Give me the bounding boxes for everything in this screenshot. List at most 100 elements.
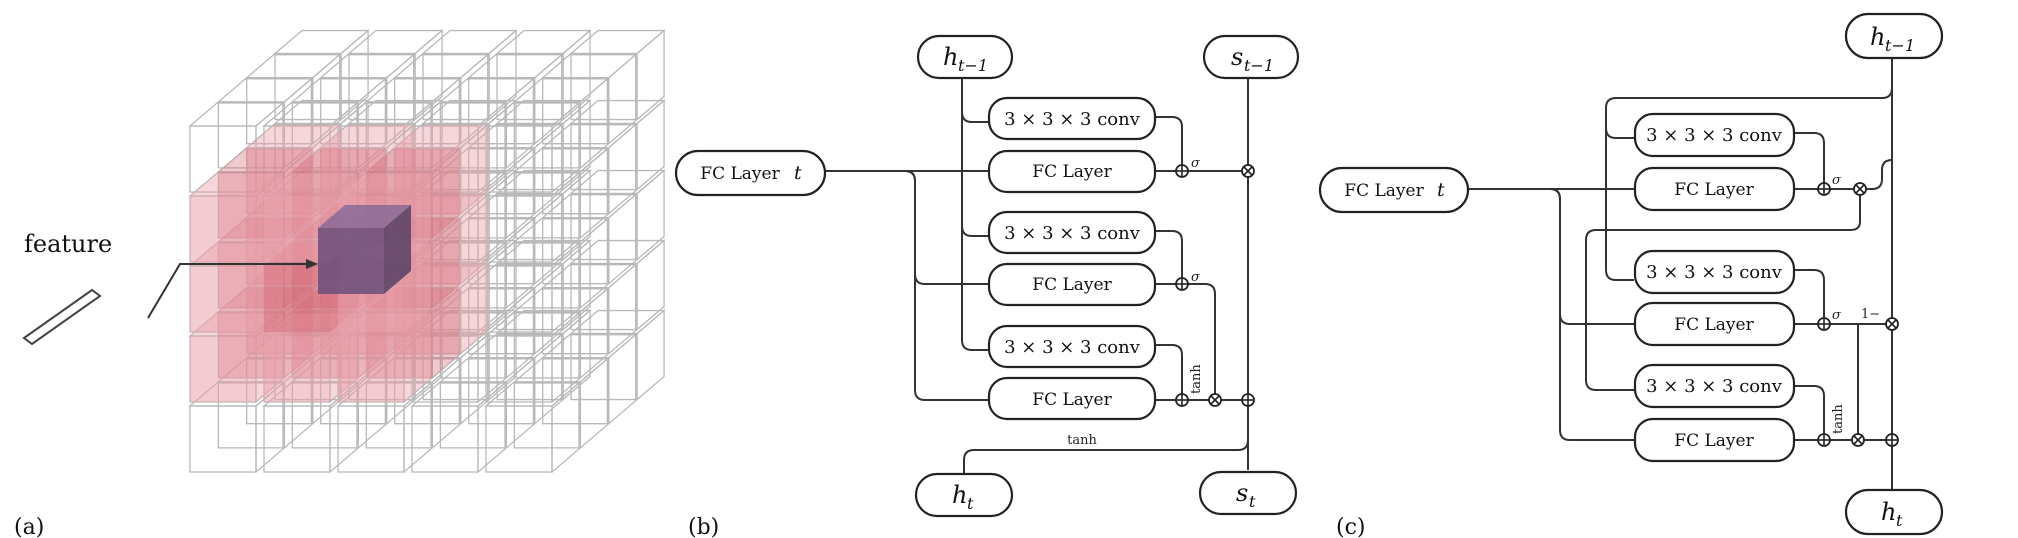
voxel-cube (273, 29, 370, 121)
voxel-cube (484, 311, 581, 404)
voxel-cube (484, 381, 581, 474)
center-feature-cube (318, 205, 411, 294)
feature-vector-icon (22, 288, 102, 346)
add-op-c4 (1885, 433, 1899, 447)
h-out-node-c (1844, 488, 1944, 536)
voxel-cube (540, 333, 638, 426)
voxel-cube (466, 53, 564, 146)
panel-b-tag: (b) (688, 515, 719, 538)
panel-b: FC Layer t h t−1 s t−1 3 × 3 × 3 conv FC… (674, 34, 1300, 538)
feature-arrowhead (306, 259, 318, 269)
voxel-cube (540, 263, 638, 356)
fc-layer-t-input (674, 149, 827, 197)
conv-label-c1: 3 × 3 × 3 conv (1646, 125, 1783, 146)
s-prev-base: s (1231, 43, 1243, 71)
fc-box-c1 (1633, 166, 1796, 212)
conv-label-1: 3 × 3 × 3 conv (1004, 109, 1141, 130)
voxel-cube (484, 241, 581, 334)
voxel-cube (512, 287, 610, 380)
conv-label-c2: 3 × 3 × 3 conv (1646, 262, 1783, 283)
mul-op-c2 (1885, 317, 1899, 331)
voxel-cube (466, 333, 564, 426)
h-out-sub: t (967, 494, 974, 513)
voxel-cube (512, 77, 610, 170)
voxel-cube (569, 99, 666, 191)
panel-a: feature (a) (14, 29, 666, 538)
voxel-cube (438, 357, 536, 450)
mul-op-c3 (1851, 433, 1865, 447)
h-prev-base-c: h (1870, 23, 1885, 51)
add-op-c3 (1817, 433, 1831, 447)
voxel-cube (347, 29, 444, 121)
add-op-c1 (1817, 182, 1831, 196)
fc-label-2: FC Layer (1032, 275, 1112, 295)
fc-box-c3 (1633, 417, 1796, 463)
fc-box-1 (987, 149, 1157, 194)
voxel-cube (569, 169, 666, 261)
conv-box-3 (987, 324, 1157, 369)
add-op-b2 (1175, 277, 1189, 291)
voxel-cube (540, 53, 638, 146)
voxel-cube (392, 53, 490, 146)
h-prev-base: h (943, 43, 958, 71)
voxel-cube (569, 239, 666, 331)
s-out-node (1198, 470, 1298, 516)
voxel-cube (320, 124, 414, 214)
mul-op-b2 (1208, 393, 1222, 407)
tanh-label-bottom: tanh (1067, 433, 1097, 448)
mul-op-b1 (1241, 164, 1255, 178)
conv-box-c2 (1633, 249, 1796, 295)
fc-box-2 (987, 262, 1157, 307)
fc-layer-t-var: t (794, 162, 802, 184)
voxel-cube (410, 381, 507, 474)
fc-box-c2 (1633, 301, 1796, 347)
h-out-base-c: h (1881, 498, 1896, 526)
fc-label-3: FC Layer (1032, 390, 1112, 410)
feature-label: feature (24, 230, 112, 258)
voxel-cube (484, 101, 581, 194)
panel-c: FC Layer t h t−1 3 × 3 × 3 conv FC Layer… (1318, 12, 1944, 538)
conv-label-c3: 3 × 3 × 3 conv (1646, 376, 1783, 397)
h-prev-node-c (1844, 12, 1944, 60)
one-minus-label: 1− (1861, 307, 1880, 322)
h-prev-sub-c: t−1 (1885, 36, 1915, 55)
sigma-label-1: σ (1191, 156, 1201, 171)
add-op-c2 (1817, 317, 1831, 331)
add-op-b4 (1241, 393, 1255, 407)
fc-layer-t-label-c: FC Layer (1344, 181, 1424, 201)
conv-label-3: 3 × 3 × 3 conv (1004, 337, 1141, 358)
feature-arrow (147, 263, 310, 319)
fc-layer-t-var-c: t (1437, 179, 1445, 201)
fc-layer-t-label: FC Layer (700, 164, 780, 184)
h-out-node (914, 472, 1014, 518)
h-out-base: h (952, 481, 967, 509)
panel-a-tag: (a) (14, 515, 44, 538)
s-prev-node (1202, 34, 1300, 80)
s-out-base: s (1236, 479, 1248, 507)
fc-label-c3: FC Layer (1674, 431, 1754, 451)
voxel-cube (244, 53, 342, 146)
voxel-cube (394, 124, 488, 214)
s-out-sub: t (1249, 492, 1256, 511)
voxel-cube (495, 29, 592, 121)
fc-box-3 (987, 376, 1157, 421)
h-out-sub-c: t (1896, 511, 1903, 530)
voxel-cube (569, 309, 666, 401)
voxel-cube (438, 77, 536, 170)
fc-label-c2: FC Layer (1674, 315, 1754, 335)
voxel-cube (540, 193, 638, 286)
conv-box-c1 (1633, 112, 1796, 158)
sigma-label-c2: σ (1832, 308, 1842, 323)
sigma-label-2: σ (1191, 270, 1201, 285)
conv-box-2 (987, 210, 1157, 255)
panel-b-wires (825, 78, 1249, 474)
voxel-cube (484, 171, 581, 264)
tanh-label-c: tanh (1831, 404, 1846, 434)
voxel-cube (512, 357, 610, 450)
conv-label-2: 3 × 3 × 3 conv (1004, 223, 1141, 244)
sigma-label-c1: σ (1832, 173, 1842, 188)
add-op-b1 (1175, 164, 1189, 178)
h-prev-sub: t−1 (958, 56, 988, 75)
mul-op-c1 (1853, 182, 1867, 196)
